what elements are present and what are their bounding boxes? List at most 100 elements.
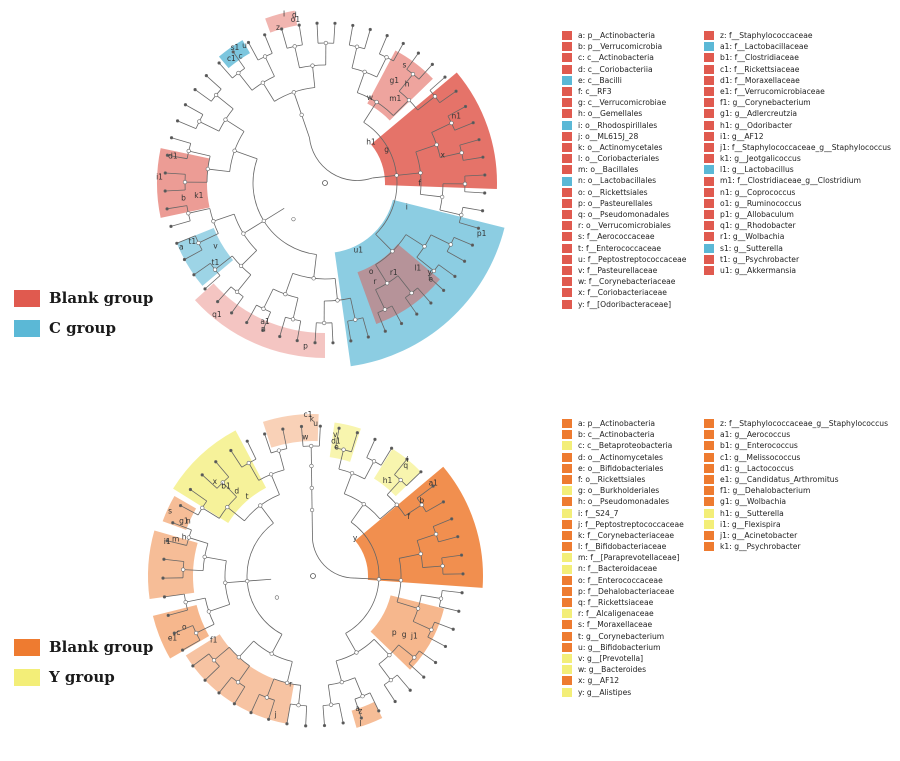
taxon-top-entry-u1: u1: g__Akkermansia [704,265,891,276]
taxon-bottom-swatch-i1 [704,519,714,529]
taxon-top-swatch-e1 [704,87,714,97]
top-clado-node-0-12 [483,173,487,177]
top-clado-branch-0-6-0 [464,174,485,177]
legend-y-group: Y group [14,668,153,686]
top-clado-node-1-15 [261,306,266,311]
taxon-bottom-entry-m: m: f__[Paraprevotellaceae] [562,552,684,563]
bottom-clado-node-1-20 [200,505,205,510]
legend-label-y: Y group [49,668,115,686]
top-clado-branch-0-0-1 [364,29,371,49]
taxon-top-text-b1: b1: f__Clostridiaceae [720,53,799,63]
top-clado-node-1-0 [354,44,360,49]
top-clado-node-1-1 [384,55,389,60]
taxon-top-swatch-h1 [704,120,714,130]
taxon-bottom-text-f: f: o__Rickettsiales [578,474,646,484]
top-clado-branch-0-22-0 [177,120,197,129]
bottom-clado-sector-6 [162,496,197,530]
top-clado-node-1-19 [186,211,191,216]
top-clado-tree-label-4: a1 [260,317,270,326]
bottom-clado-branch-0-22-1 [246,441,257,460]
top-clado-branch-0-9-1 [428,276,444,291]
bottom-clado-branch-0-24-0 [301,426,304,447]
top-clado-node-2-2 [434,142,439,147]
taxon-bottom-swatch-j1 [704,530,714,540]
bottom-clado-node-1-3 [419,502,424,507]
top-clado-branch-0-18-1 [176,235,196,244]
top-clado-tree-label-6: k1 [194,191,203,200]
taxon-top-text-h: h: o__Gemellales [578,109,643,119]
taxon-top-swatch-b [562,42,572,52]
taxon-bottom-entry-i: i: f__S24_7 [562,508,684,519]
bottom-clado-branch-0-6-1 [439,606,459,612]
top-clado-tree-label-9: n1 [452,112,462,121]
bottom-clado-branch-3-0-2 [345,633,357,653]
bottom-clado-node-0-0 [337,426,341,430]
top-clado-node-0-16 [470,243,475,247]
bottom-clado-node-2-1 [394,502,399,507]
taxon-top-entry-d1: d1: f__Moraxellaceae [704,75,891,86]
taxon-bottom-entry-l: l: f__Bifidobacteriaceae [562,541,684,552]
taxon-bottom-entry-j: j: f__Peptostreptococcaceae [562,519,684,530]
top-clado-branch-2-5-1 [225,119,245,132]
taxon-top-text-g1: g1: g__Adlercreutzia [720,109,797,119]
top-clado-branch-2-4-0 [240,250,257,267]
taxon-top-text-k1: k1: g__Jeotgalicoccus [720,154,801,164]
top-clado-node-1-8 [448,242,453,247]
taxon-bottom-swatch-k1 [704,542,714,552]
bottom-clado-branch-0-13-1 [250,694,260,713]
taxon-top-swatch-u [562,254,572,264]
taxa-key-top: a: p__Actinobacteria b: p__Verrucomicrobi… [562,30,898,360]
top-clado-branch-0-3-0 [429,76,446,91]
bottom-clado-tree-label-19: r [289,680,293,689]
top-clado-node-0-54 [315,21,319,25]
taxon-top-text-m: m: o__Bacillales [578,165,639,175]
bottom-clado-node-0-3 [389,446,394,450]
top-clado-node-0-52 [280,27,284,31]
top-clado-tree-label-36: g [384,145,389,154]
taxon-top-entry-s: s: f__Aerococcaceae [562,231,686,242]
top-clado-branch-0-17-1 [193,262,211,276]
bottom-clado-branch-1-7-1 [213,646,230,661]
taxon-top-entry-o1: o1: g__Ruminococcus [704,198,891,209]
bottom-clado-branch-0-13-0 [268,700,275,720]
top-clado-node-2-3 [440,194,445,200]
taxon-bottom-column-2: z: f__Staphylococcaceae_g__Staphylococcu… [704,418,888,552]
top-clado-node-1-16 [234,289,240,295]
bottom-clado-branch-0-4-0 [433,518,452,527]
top-clado-node-0-33 [216,300,220,304]
top-clado-branch-1-2-0 [431,122,452,133]
top-clado-node-0-34 [203,287,207,291]
top-clado-node-1-10 [409,290,414,296]
taxon-top-swatch-q [562,210,572,220]
taxon-bottom-swatch-b [562,430,572,440]
taxon-bottom-entry-k: k: f__Corynebacteriaceae [562,530,684,541]
bottom-clado-branch-0-1-0 [366,439,376,458]
bottom-clado-tree-label-10: z [358,706,362,715]
bottom-clado-node-0-47 [281,427,285,431]
top-clado-node-1-11 [382,307,388,312]
bottom-clado-sector-5 [148,530,198,599]
top-clado-branch-0-20-1 [165,172,186,175]
taxon-top-entry-x: x: f__Coriobacteriaceae [562,287,686,298]
taxon-top-entry-w: w: f__Corynebacteriaceae [562,276,686,287]
taxon-bottom-text-a: a: p__Actinobacteria [578,419,656,428]
taxon-bottom-swatch-h1 [704,508,714,518]
top-clado-node-0-28 [295,338,299,343]
taxon-bottom-text-y: y: g__Alistipes [578,687,632,697]
top-clado-node-3-2 [390,249,395,254]
taxon-top-entry-m: m: o__Bacillales [562,164,686,175]
group-legend-bottom: Blank group Y group [14,638,153,698]
top-clado-node-2-13 [310,63,315,68]
taxon-bottom-swatch-f1 [704,486,714,496]
bottom-clado-branch-0-3-0 [416,485,434,499]
legend-blank-group-bottom: Blank group [14,638,153,656]
top-clado-tree-label-37: h [405,80,410,89]
taxon-bottom-entry-e: e: o__Bifidobacteriales [562,463,684,474]
taxon-top-entry-r1: r1: g__Wolbachia [704,231,891,242]
top-clado-branch-0-11-1 [377,312,386,332]
bottom-clado-branch-0-4-1 [438,536,458,543]
bottom-clado-branch-1-0-0 [338,449,344,470]
top-clado-branch-2-3-0 [334,278,338,301]
taxon-top-swatch-x [562,288,572,298]
taxon-top-swatch-u1 [704,266,714,276]
